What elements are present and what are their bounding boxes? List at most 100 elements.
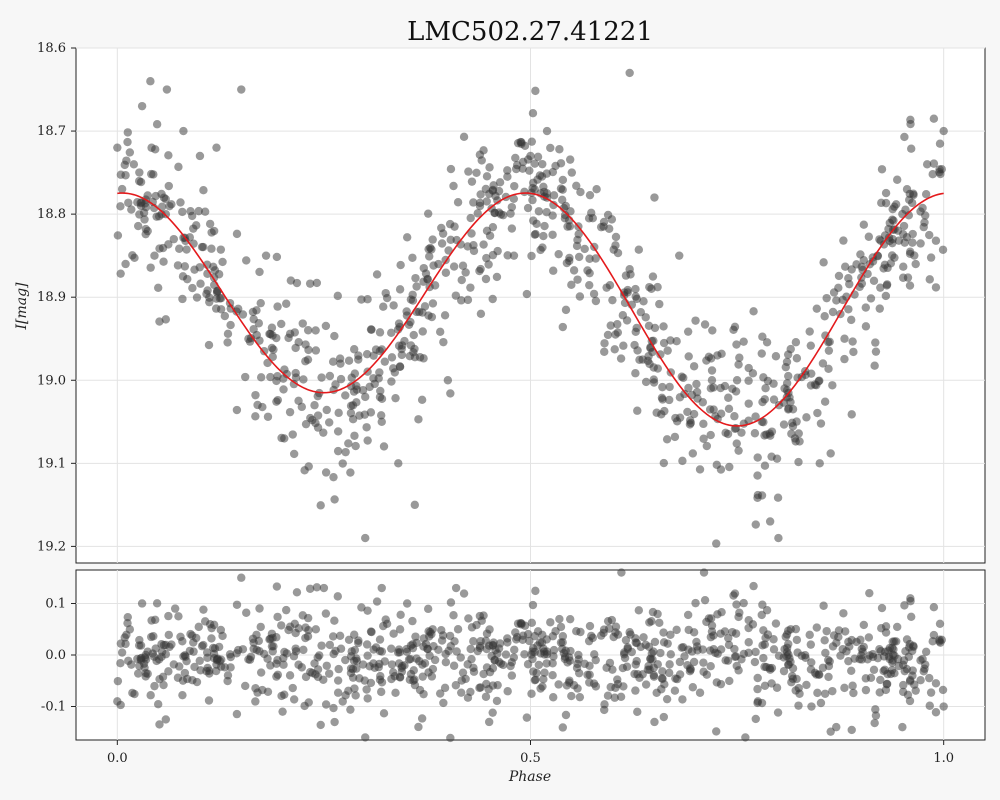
light-curve-point	[695, 465, 705, 474]
light-curve-point	[507, 202, 517, 212]
residual-point	[905, 675, 915, 685]
light-curve-point	[146, 77, 155, 86]
light-curve-point	[196, 279, 205, 288]
residual-point	[632, 656, 641, 666]
light-curve-point	[861, 322, 871, 331]
residual-point	[660, 680, 669, 689]
light-curve-point	[441, 268, 451, 277]
residual-point	[319, 583, 329, 593]
residual-point	[188, 676, 197, 685]
light-curve-point	[816, 419, 826, 428]
residual-point	[839, 609, 848, 618]
light-curve-point	[333, 427, 343, 436]
light-curve-point	[328, 357, 338, 366]
light-curve-point	[576, 187, 585, 197]
light-curve-point	[457, 296, 466, 305]
light-curve-point	[744, 376, 753, 385]
light-curve-point	[220, 311, 230, 321]
light-curve-point	[565, 253, 574, 263]
light-curve-point	[272, 397, 281, 406]
light-curve-point	[411, 273, 420, 283]
top-panel-grid	[76, 47, 985, 563]
residual-point	[232, 709, 242, 719]
residual-point	[566, 646, 575, 656]
light-curve-point	[157, 202, 167, 211]
residual-point	[585, 621, 595, 631]
light-curve-point	[591, 296, 601, 306]
light-curve-point	[922, 160, 932, 169]
light-curve-point	[692, 387, 702, 397]
light-curve-point	[121, 259, 130, 269]
residual-point	[783, 626, 793, 635]
light-curve-point	[531, 229, 540, 239]
light-curve-point	[509, 251, 519, 260]
residual-point	[506, 661, 515, 671]
residual-point	[824, 672, 833, 682]
light-curve-point	[463, 242, 472, 251]
light-curve-point	[539, 231, 548, 241]
residual-point	[847, 635, 856, 645]
light-curve-point	[352, 385, 362, 394]
residual-point	[732, 600, 741, 609]
light-curve-point	[928, 169, 937, 179]
residual-point	[695, 688, 705, 697]
light-curve-point	[150, 251, 159, 260]
light-curve-point	[409, 348, 418, 357]
light-curve-point	[190, 265, 199, 274]
residual-point	[249, 644, 258, 654]
x-axis-ticks: 0.0 0.5 1.0	[107, 740, 954, 766]
residual-point	[305, 584, 315, 593]
light-curve-point	[212, 294, 221, 303]
residual-point	[523, 629, 533, 639]
light-curve-point	[634, 245, 644, 254]
light-curve-point	[774, 400, 784, 410]
residual-point	[280, 647, 289, 657]
light-curve-point	[706, 430, 715, 440]
residual-point	[324, 669, 334, 678]
light-curve-point	[282, 299, 291, 308]
light-curve-point	[299, 375, 308, 384]
light-curve-point	[791, 338, 801, 347]
light-curve-point	[561, 305, 571, 315]
light-curve-point	[255, 267, 264, 277]
residual-point	[423, 644, 432, 654]
light-curve-point	[839, 236, 848, 245]
residual-point	[128, 688, 137, 698]
residual-point	[730, 644, 739, 654]
residual-point	[610, 693, 619, 702]
light-curve-point	[689, 362, 699, 371]
residual-point	[533, 627, 543, 636]
residual-point	[750, 657, 760, 667]
light-curve-point	[540, 221, 549, 231]
residual-point	[537, 638, 547, 647]
residual-point	[409, 676, 418, 685]
light-curve-point	[609, 245, 618, 254]
light-curve-point	[469, 246, 479, 256]
residual-point	[430, 655, 440, 665]
residual-point	[621, 635, 631, 645]
residual-point	[749, 581, 758, 591]
light-curve-point	[751, 520, 760, 529]
light-curve-point	[306, 413, 315, 423]
residual-point	[251, 684, 260, 693]
residual-point	[785, 654, 794, 663]
residual-point	[707, 627, 717, 636]
residual-point	[441, 657, 451, 667]
residual-point	[397, 663, 406, 672]
residual-point	[334, 664, 343, 674]
residual-point	[744, 638, 753, 647]
light-curve-point	[625, 265, 634, 274]
residual-point	[536, 649, 545, 658]
light-curve-point	[311, 418, 320, 428]
light-curve-point	[679, 373, 688, 382]
residual-point	[451, 583, 461, 593]
residual-point	[285, 671, 295, 680]
residual-point	[558, 723, 568, 732]
residual-point	[744, 648, 753, 658]
residual-point	[199, 605, 208, 614]
top-y-tick-label: 19.1	[37, 456, 66, 471]
light-curve-point	[641, 313, 650, 322]
light-curve-point	[672, 337, 681, 346]
light-curve-point	[434, 259, 443, 269]
residual-point	[536, 684, 545, 693]
